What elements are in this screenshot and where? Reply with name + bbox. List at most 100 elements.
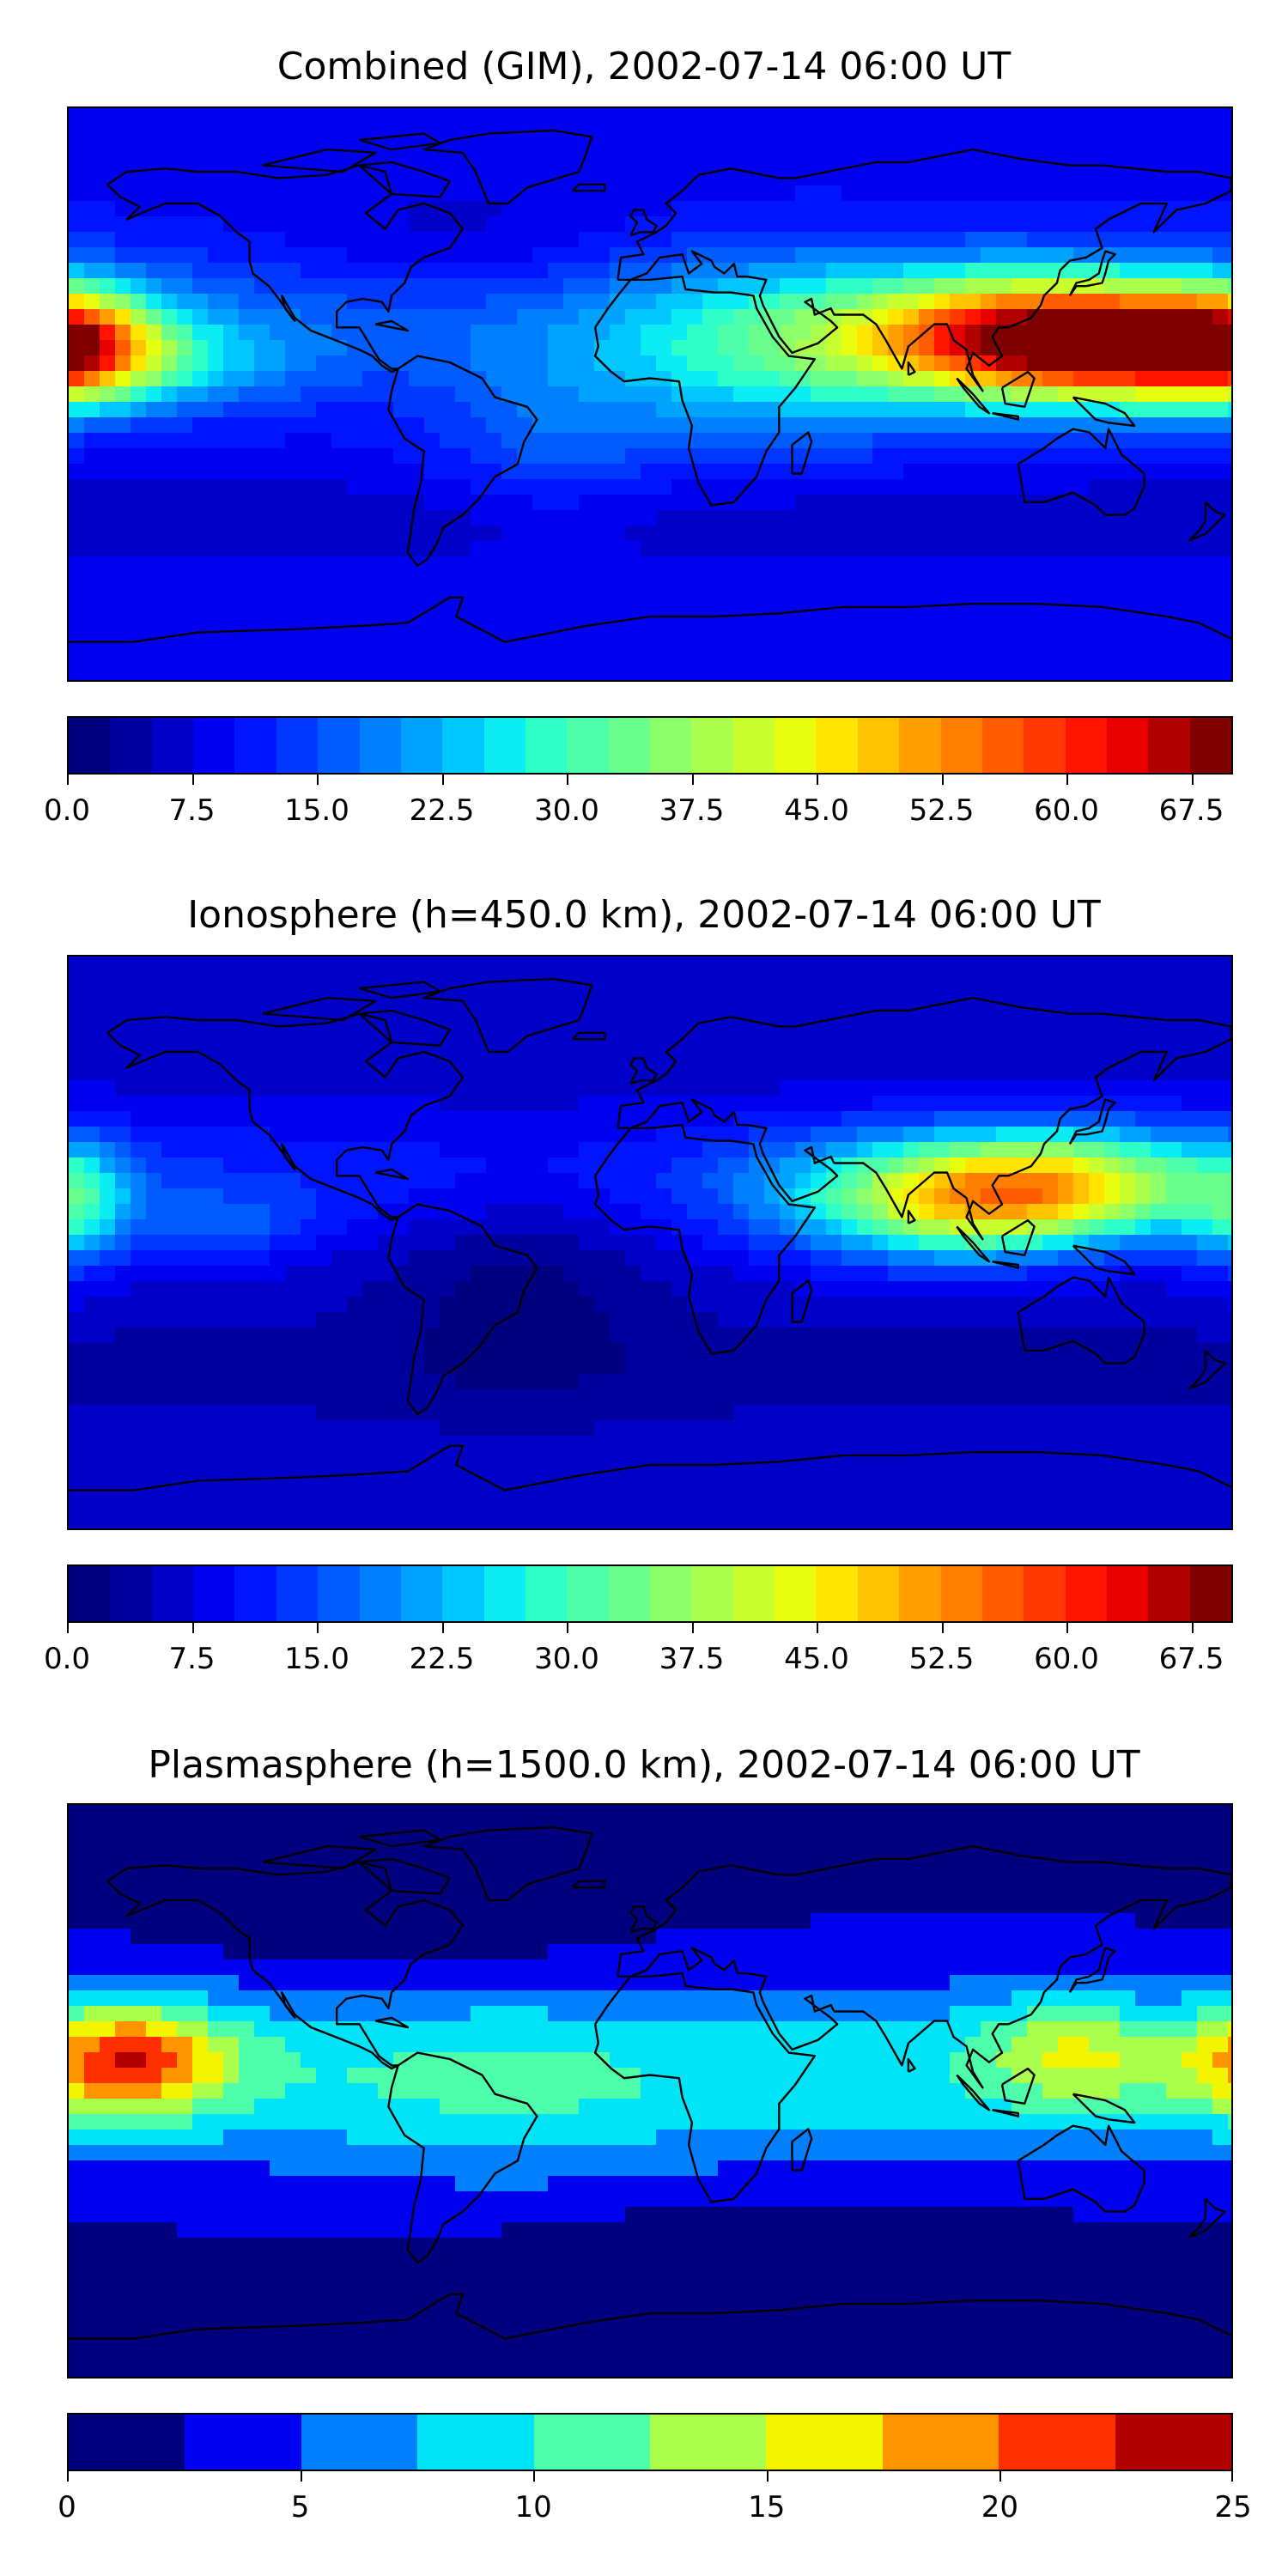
colorbar-tick-label: 22.5 [409,793,475,828]
colorbar-segment [857,1566,900,1621]
colorbar-segment [1115,2415,1232,2470]
colorbar-tick [1191,1623,1194,1633]
coastline [1072,396,1136,428]
coastline [262,996,377,1022]
colorbar-tick-label: 30.0 [534,1642,599,1676]
tec-map-plasmasphere[interactable] [67,1803,1233,2379]
colorbar-segment [359,718,401,773]
coastline [571,183,606,192]
coastline [1000,370,1036,408]
colorbar-tick [1066,775,1068,785]
coastline [617,1844,1231,2089]
colorbar-segment [1106,1566,1149,1621]
coastline [617,996,1231,1241]
coastline [422,1826,593,1902]
colorbar-tick-label: 60.0 [1034,793,1099,828]
map-title-plasmasphere: Plasmasphere (h=1500.0 km), 2002-07-14 0… [148,1743,1140,1787]
colorbar-tick [691,1623,694,1633]
coastline [1188,2197,1226,2239]
coastline [1017,428,1145,516]
colorbar-segment [110,718,152,773]
colorbar-segment [775,718,817,773]
tec-map-combined[interactable] [67,106,1233,682]
colorbar-segment [525,1566,568,1621]
colorbar-segment [1189,718,1232,773]
colorbar-segment [276,1566,319,1621]
coastline [1068,1947,1116,1993]
colorbar-segment [417,2415,534,2470]
coastline [359,981,441,999]
colorbar-tick [691,775,694,785]
colorbar-segment [775,1566,817,1621]
coastline [992,412,1020,421]
coastline [1000,1218,1036,1256]
map-title-ionosphere: Ionosphere (h=450.0 km), 2002-07-14 06:0… [187,893,1101,937]
colorbar-tick-label: 30.0 [534,793,599,828]
colorbar-segment [400,1566,443,1621]
colorbar-segment [1148,718,1190,773]
colorbar-segment [359,1566,401,1621]
coastline [262,1844,377,1870]
colorbar-tick [191,1623,194,1633]
colorbar-tick [1066,1623,1068,1633]
colorbar-segment [69,1566,111,1621]
tec-contour-plot [69,957,1231,1528]
colorbar-tick-label: 20 [981,2490,1019,2524]
colorbar-tick-label: 15.0 [284,1642,349,1676]
colorbar-segment [940,718,982,773]
colorbar-tick-label: 7.5 [168,793,216,828]
colorbar-tick-label: 25 [1214,2490,1252,2524]
coastline [593,1971,816,2203]
tec-field [69,1805,1231,2377]
colorbar-segment [234,1566,276,1621]
coastline [422,129,593,205]
colorbar-segment [234,718,276,773]
coastline [359,1829,441,1848]
colorbar-tick [1191,775,1194,785]
colorbar-segment [1024,718,1066,773]
colorbar-tick-label: 67.5 [1158,793,1224,828]
coastline [387,355,538,567]
colorbar-segment [882,2415,999,2470]
coastline [992,2109,1020,2117]
coastline [571,1031,606,1041]
coastline [375,319,410,332]
colorbar-segment [650,718,692,773]
colorbar-segment [691,718,733,773]
colorbar-tick [67,775,69,785]
colorbar-tick [317,775,319,785]
colorbar-tick [941,775,944,785]
colorbar-segment [400,718,443,773]
colorbar-tick [817,1623,818,1633]
colorbar-tick [941,1623,944,1633]
coastline [791,431,813,475]
coastline [375,1168,410,1181]
coastlines [69,129,1231,643]
colorbar-tick-label: 7.5 [168,1642,216,1676]
colorbar-ionosphere [67,1564,1233,1623]
colorbar-segment [1189,1566,1232,1621]
coastline [375,2016,410,2029]
coastline [629,1057,658,1085]
colorbar-segment [899,1566,941,1621]
colorbar-segment [1065,718,1107,773]
colorbar-tick [300,2471,302,2482]
colorbar-segment [69,718,111,773]
coastline [359,132,441,151]
colorbar-tick [441,775,444,785]
tec-map-ionosphere[interactable] [67,955,1233,1530]
colorbar-tick-label: 60.0 [1034,1642,1099,1676]
coastline [617,148,1231,392]
colorbar-segment [442,1566,484,1621]
colorbar-tick-label: 67.5 [1158,1642,1224,1676]
colorbar-tick-label: 52.5 [908,1642,975,1676]
coastline [907,361,916,376]
coastline [69,1444,1231,1492]
colorbar-segment [608,1566,651,1621]
colorbar-segment [567,718,609,773]
colorbar-tick [567,775,568,785]
colorbar-segment [69,2415,185,2470]
colorbar-segment [608,718,651,773]
colorbar-tick-label: 22.5 [409,1642,475,1676]
colorbar-segment [442,718,484,773]
